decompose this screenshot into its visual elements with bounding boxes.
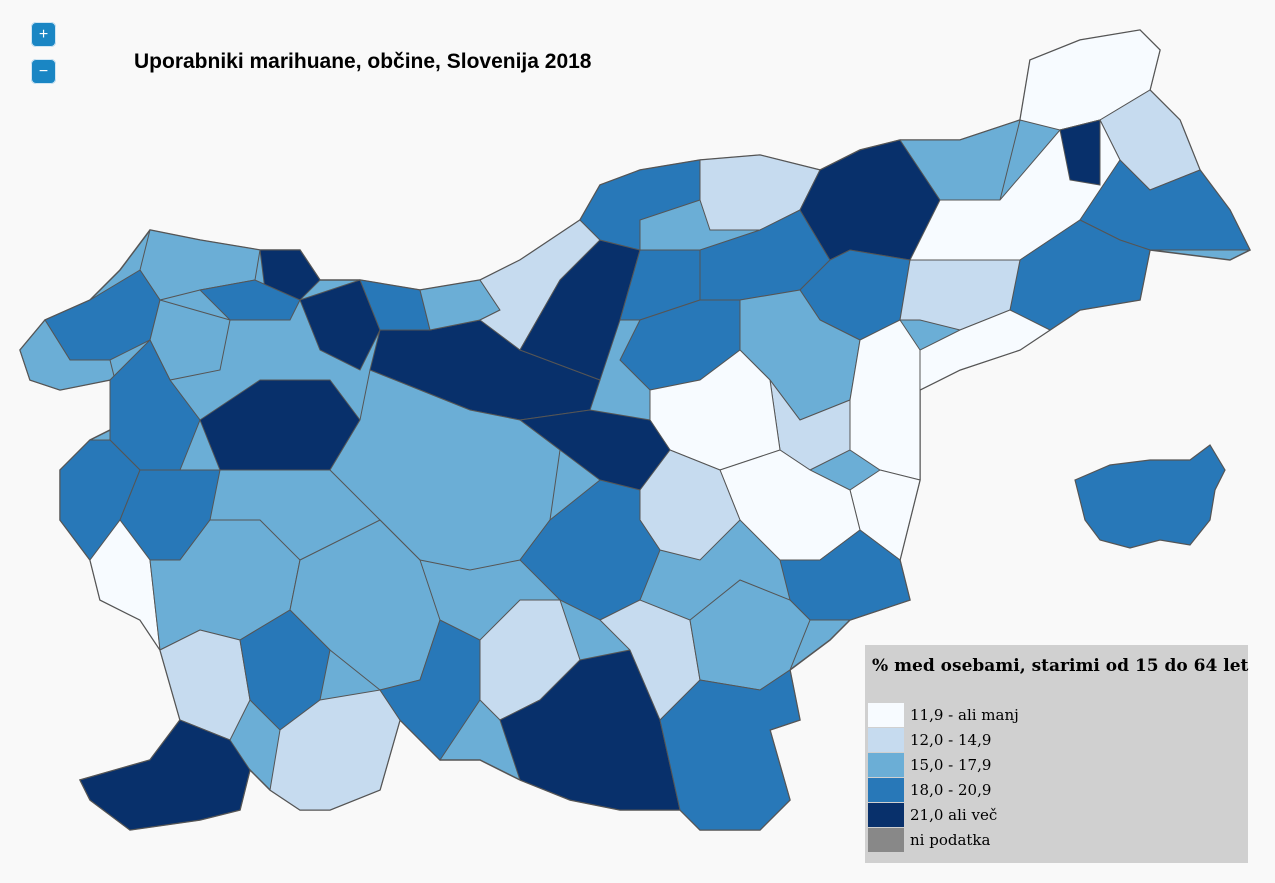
legend-swatch — [868, 703, 904, 727]
municipality-region — [1059, 119, 1101, 186]
zoom-out-button[interactable]: − — [31, 59, 56, 84]
legend-label: 21,0 ali več — [910, 806, 998, 824]
municipality-region — [299, 279, 381, 371]
municipality-region — [899, 119, 1021, 201]
municipality-region — [519, 479, 661, 621]
legend-item: 15,0 - 17,9 — [868, 753, 991, 777]
legend-item: ni podatka — [868, 828, 990, 852]
legend-swatch — [868, 728, 904, 752]
legend-swatch — [868, 803, 904, 827]
municipality-region — [579, 159, 701, 251]
legend-item: 11,9 - ali manj — [868, 703, 1019, 727]
municipality-region — [198, 279, 301, 321]
zoom-in-button[interactable]: + — [31, 22, 56, 47]
legend-label: 18,0 - 20,9 — [910, 781, 992, 799]
legend-label: 11,9 - ali manj — [910, 706, 1019, 724]
legend-swatch — [868, 753, 904, 777]
legend-label: 15,0 - 17,9 — [910, 756, 992, 774]
legend-item: 12,0 - 14,9 — [868, 728, 991, 752]
municipality-region — [659, 669, 801, 831]
map-title: Uporabniki marihuane, občine, Slovenija … — [134, 50, 592, 73]
legend-item: 21,0 ali več — [868, 803, 997, 827]
legend-title: % med osebami, starimi od 15 do 64 let — [872, 656, 1249, 676]
legend-swatch — [868, 778, 904, 802]
legend-swatch — [868, 828, 904, 852]
municipality-regions — [19, 29, 1251, 831]
municipality-region — [849, 319, 921, 481]
legend-label: ni podatka — [910, 831, 991, 849]
municipality-region — [269, 689, 401, 811]
legend-item: 18,0 - 20,9 — [868, 778, 991, 802]
legend-panel: % med osebami, starimi od 15 do 64 let 1… — [865, 645, 1248, 863]
municipality-region — [149, 299, 231, 381]
municipality-region — [259, 249, 321, 301]
inset-region — [1074, 444, 1226, 549]
municipality-region — [159, 629, 251, 741]
legend-label: 12,0 - 14,9 — [910, 731, 992, 749]
municipality-region — [79, 719, 251, 831]
